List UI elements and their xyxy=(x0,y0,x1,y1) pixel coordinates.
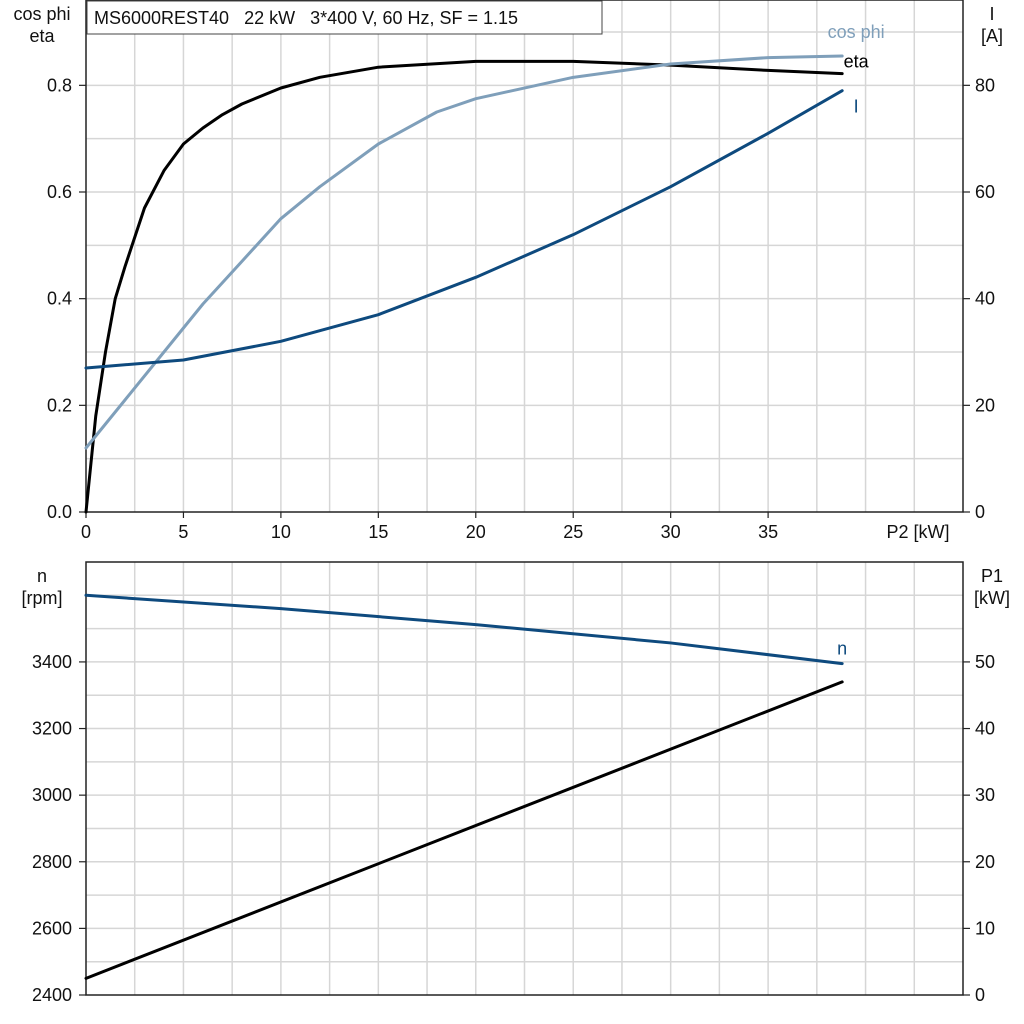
plot-frame xyxy=(85,0,964,513)
right-axis-title-line: I xyxy=(989,4,994,24)
x-axis-tick-label: 5 xyxy=(178,522,188,542)
left-axis-tick-label: 2800 xyxy=(32,852,72,872)
right-axis-tick-label: 40 xyxy=(975,719,995,739)
chart-title: MS6000REST40 22 kW 3*400 V, 60 Hz, SF = … xyxy=(94,8,518,28)
right-axis-tick-label: 10 xyxy=(975,918,995,938)
series-line-n xyxy=(84,593,844,666)
x-axis-tick-label: 10 xyxy=(271,522,291,542)
right-axis-tick-label: 80 xyxy=(975,75,995,95)
right-axis-tick-label: 40 xyxy=(975,289,995,309)
right-axis-tick-label: 20 xyxy=(975,395,995,415)
right-axis-tick-label: 50 xyxy=(975,652,995,672)
left-axis-tick-label: 0.4 xyxy=(47,289,72,309)
left-axis-tick-label: 2600 xyxy=(32,918,72,938)
left-axis-tick-label: 3000 xyxy=(32,785,72,805)
left-axis-tick-label: 0.8 xyxy=(47,75,72,95)
x-axis-tick-label: 20 xyxy=(466,522,486,542)
plot-frame xyxy=(85,561,964,996)
left-axis-title-line: eta xyxy=(29,26,55,46)
left-axis-title-line: [rpm] xyxy=(21,588,62,608)
series-line-unnamed-1 xyxy=(84,680,844,980)
series-label-n: n xyxy=(837,639,847,659)
left-axis-title: n [rpm] xyxy=(21,566,62,608)
right-axis-tick-label: 30 xyxy=(975,785,995,805)
x-axis-tick-label: 25 xyxy=(563,522,583,542)
x-axis-tick-label: 35 xyxy=(758,522,778,542)
left-axis-tick-label: 2400 xyxy=(32,985,72,1005)
series-label-i: I xyxy=(854,97,859,117)
right-axis-tick-label: 60 xyxy=(975,182,995,202)
left-axis-title-line: cos phi xyxy=(13,4,70,24)
right-axis-tick-label: 20 xyxy=(975,852,995,872)
x-axis-tick-label: 15 xyxy=(368,522,388,542)
x-axis-tick-label: 30 xyxy=(661,522,681,542)
series-label-eta: eta xyxy=(844,52,870,72)
right-axis-title: P1 [kW] xyxy=(974,566,1010,608)
chart-title-box: MS6000REST40 22 kW 3*400 V, 60 Hz, SF = … xyxy=(86,0,603,35)
series-line-i xyxy=(84,89,844,370)
right-axis-title-line: [kW] xyxy=(974,588,1010,608)
left-axis-tick-label: 0.6 xyxy=(47,182,72,202)
x-axis-tick-label: 0 xyxy=(81,522,91,542)
left-axis-tick-label: 0.2 xyxy=(47,395,72,415)
left-axis-title-line: n xyxy=(37,566,47,586)
left-axis-tick-label: 3200 xyxy=(32,719,72,739)
chart-title-background xyxy=(86,0,603,35)
right-axis-tick-label: 0 xyxy=(975,985,985,1005)
right-axis-title: I [A] xyxy=(981,4,1003,46)
series-line-eta xyxy=(84,59,844,514)
left-axis-title: cos phi eta xyxy=(13,4,70,46)
left-axis-tick-label: 3400 xyxy=(32,652,72,672)
left-axis-tick-label: 0.0 xyxy=(47,502,72,522)
x-axis-title: P2 [kW] xyxy=(886,522,949,542)
right-axis-title-line: P1 xyxy=(981,566,1003,586)
series-label-cos-phi: cos phi xyxy=(828,22,885,42)
right-axis-title-line: [A] xyxy=(981,26,1003,46)
series-line-cos-phi xyxy=(84,54,844,450)
right-axis-tick-label: 0 xyxy=(975,502,985,522)
